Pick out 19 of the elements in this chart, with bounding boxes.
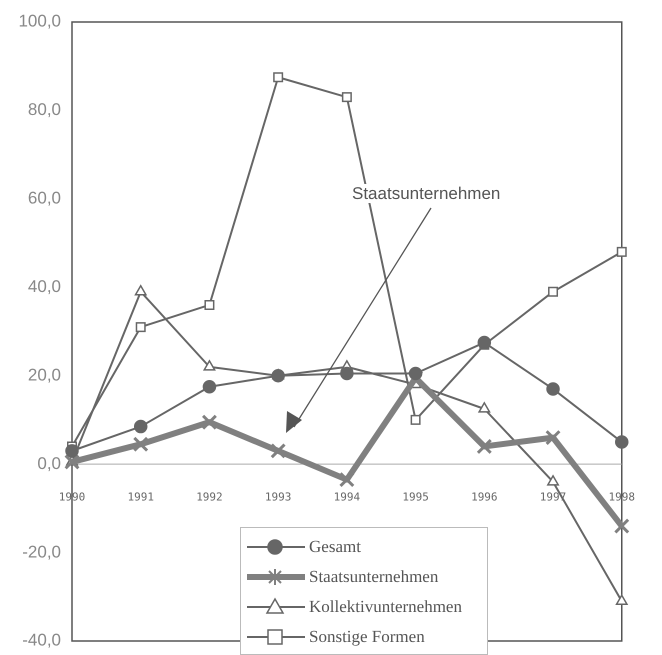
- x-tick-label: 1993: [264, 490, 292, 504]
- x-tick-label: 1996: [471, 490, 498, 504]
- y-tick-label: -40,0: [22, 630, 61, 650]
- legend-label: Sonstige Formen: [309, 627, 425, 647]
- x-tick-label: 1995: [402, 490, 429, 504]
- legend-label: Staatsunternehmen: [309, 567, 438, 587]
- y-tick-label: 60,0: [28, 188, 61, 208]
- x-tick-label: 1991: [127, 490, 154, 504]
- y-tick-label: 0,0: [37, 454, 61, 473]
- legend-label: Kollektivunternehmen: [309, 597, 462, 617]
- x-tick-label: 1992: [196, 490, 223, 504]
- y-tick-label: 80,0: [28, 100, 61, 120]
- y-tick-label: -20,0: [22, 542, 61, 562]
- y-tick-label: 20,0: [28, 365, 61, 384]
- legend-label: Gesamt: [309, 537, 361, 557]
- y-tick-label: 40,0: [28, 276, 61, 296]
- x-tick-label: 1994: [334, 490, 360, 504]
- y-tick-label: 100,0: [18, 12, 61, 31]
- annotation: Staatsunternehmen: [352, 184, 500, 203]
